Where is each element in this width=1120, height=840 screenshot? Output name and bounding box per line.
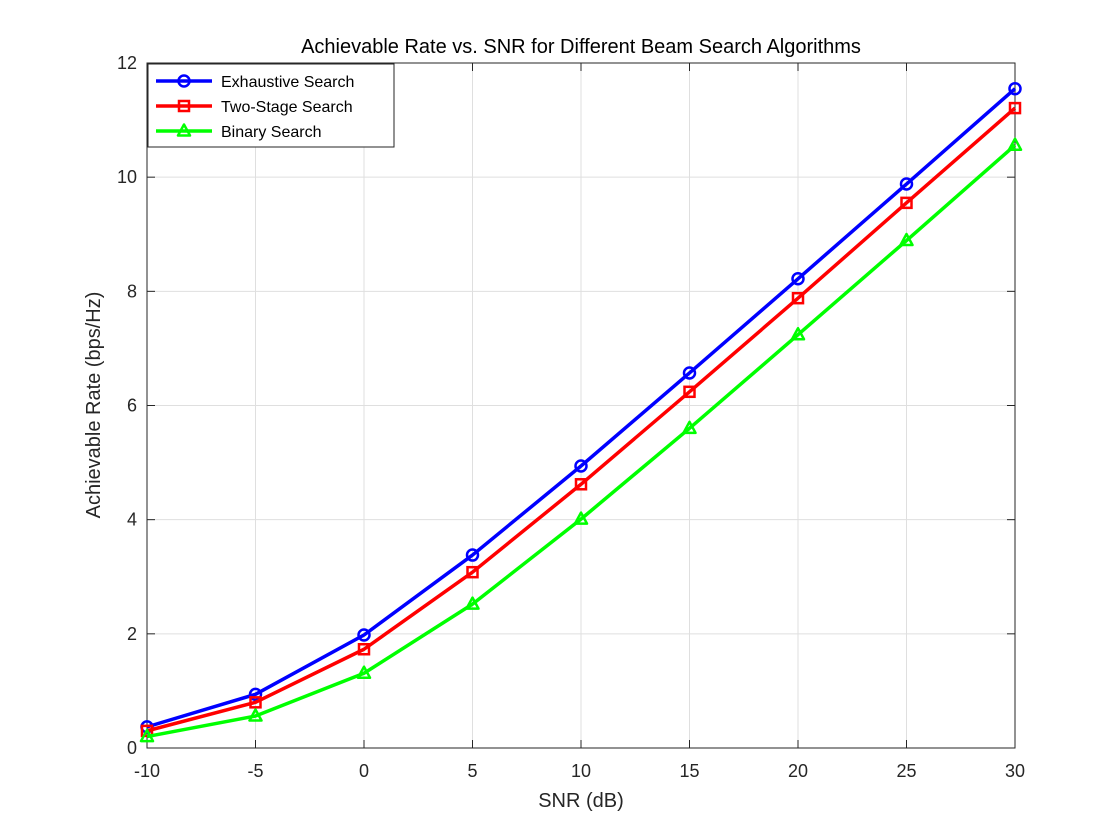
series-binary-search: [139, 137, 1023, 743]
data-point: [574, 478, 588, 491]
data-point: [1008, 101, 1022, 115]
data-point: [1008, 81, 1022, 96]
data-point: [249, 696, 262, 709]
data-point: [248, 687, 263, 702]
data-point: [791, 291, 805, 305]
tick-layer: -10 -5 0 5 10 15 20 25 30 0 2 4 6 8 10 12: [117, 53, 1025, 781]
legend-item: Exhaustive Search: [156, 74, 354, 91]
x-tick-label: 30: [1005, 761, 1025, 781]
data-point: [899, 232, 914, 247]
data-point: [465, 596, 480, 610]
y-tick-label: 2: [127, 624, 137, 644]
data-point: [574, 459, 588, 473]
legend-label: Exhaustive Search: [221, 74, 354, 91]
x-tick-label: 25: [896, 761, 916, 781]
series-line: [146, 106, 1017, 733]
legend: Exhaustive Search Two-Stage Search Binary …: [147, 63, 395, 148]
legend-swatch-marker: [176, 123, 192, 137]
chart-title: Achievable Rate vs. SNR for Different Be…: [301, 36, 861, 58]
x-tick-label: 15: [679, 761, 699, 781]
data-point: [1007, 137, 1023, 151]
legend-label: Binary Search: [221, 124, 322, 141]
x-tick-label: 5: [467, 761, 477, 781]
data-point: [899, 177, 914, 191]
x-tick-label: -5: [247, 761, 263, 781]
y-axis-label: Achievable Rate (bps/Hz): [83, 292, 105, 519]
legend-item: Binary Search: [156, 123, 322, 141]
x-tick-label: -10: [134, 761, 160, 781]
x-tick-label: 20: [788, 761, 808, 781]
data-point: [682, 420, 697, 435]
data-point: [248, 708, 263, 722]
data-point: [465, 548, 480, 562]
legend-swatch-marker: [177, 74, 191, 88]
data-point: [683, 385, 696, 399]
data-point: [139, 728, 155, 743]
y-tick-label: 12: [117, 53, 137, 73]
series-two-stage-search: [140, 101, 1022, 738]
data-point: [900, 196, 913, 210]
legend-swatch-marker: [177, 99, 191, 113]
legend-items: Exhaustive Search Two-Stage Search Binary …: [156, 74, 354, 141]
data-point: [357, 628, 371, 642]
grid-layer: [147, 63, 1015, 748]
legend-item: Two-Stage Search: [156, 99, 353, 116]
x-axis-label: SNR (dB): [538, 790, 624, 812]
y-tick-label: 0: [127, 738, 137, 758]
legend-label: Two-Stage Search: [221, 99, 353, 116]
y-tick-label: 4: [127, 510, 137, 530]
data-point: [790, 326, 806, 341]
x-tick-label: 10: [571, 761, 591, 781]
y-tick-label: 10: [117, 167, 137, 187]
series-layer: [139, 81, 1023, 743]
series-line: [146, 143, 1017, 739]
data-point: [357, 642, 371, 656]
series-line: [146, 87, 1017, 729]
x-tick-label: 0: [359, 761, 369, 781]
data-point: [356, 665, 372, 679]
data-point: [573, 511, 589, 525]
y-tick-label: 8: [127, 281, 137, 301]
data-point: [791, 272, 805, 286]
data-point: [682, 366, 697, 380]
y-tick-label: 6: [127, 396, 137, 416]
data-point: [466, 565, 479, 579]
